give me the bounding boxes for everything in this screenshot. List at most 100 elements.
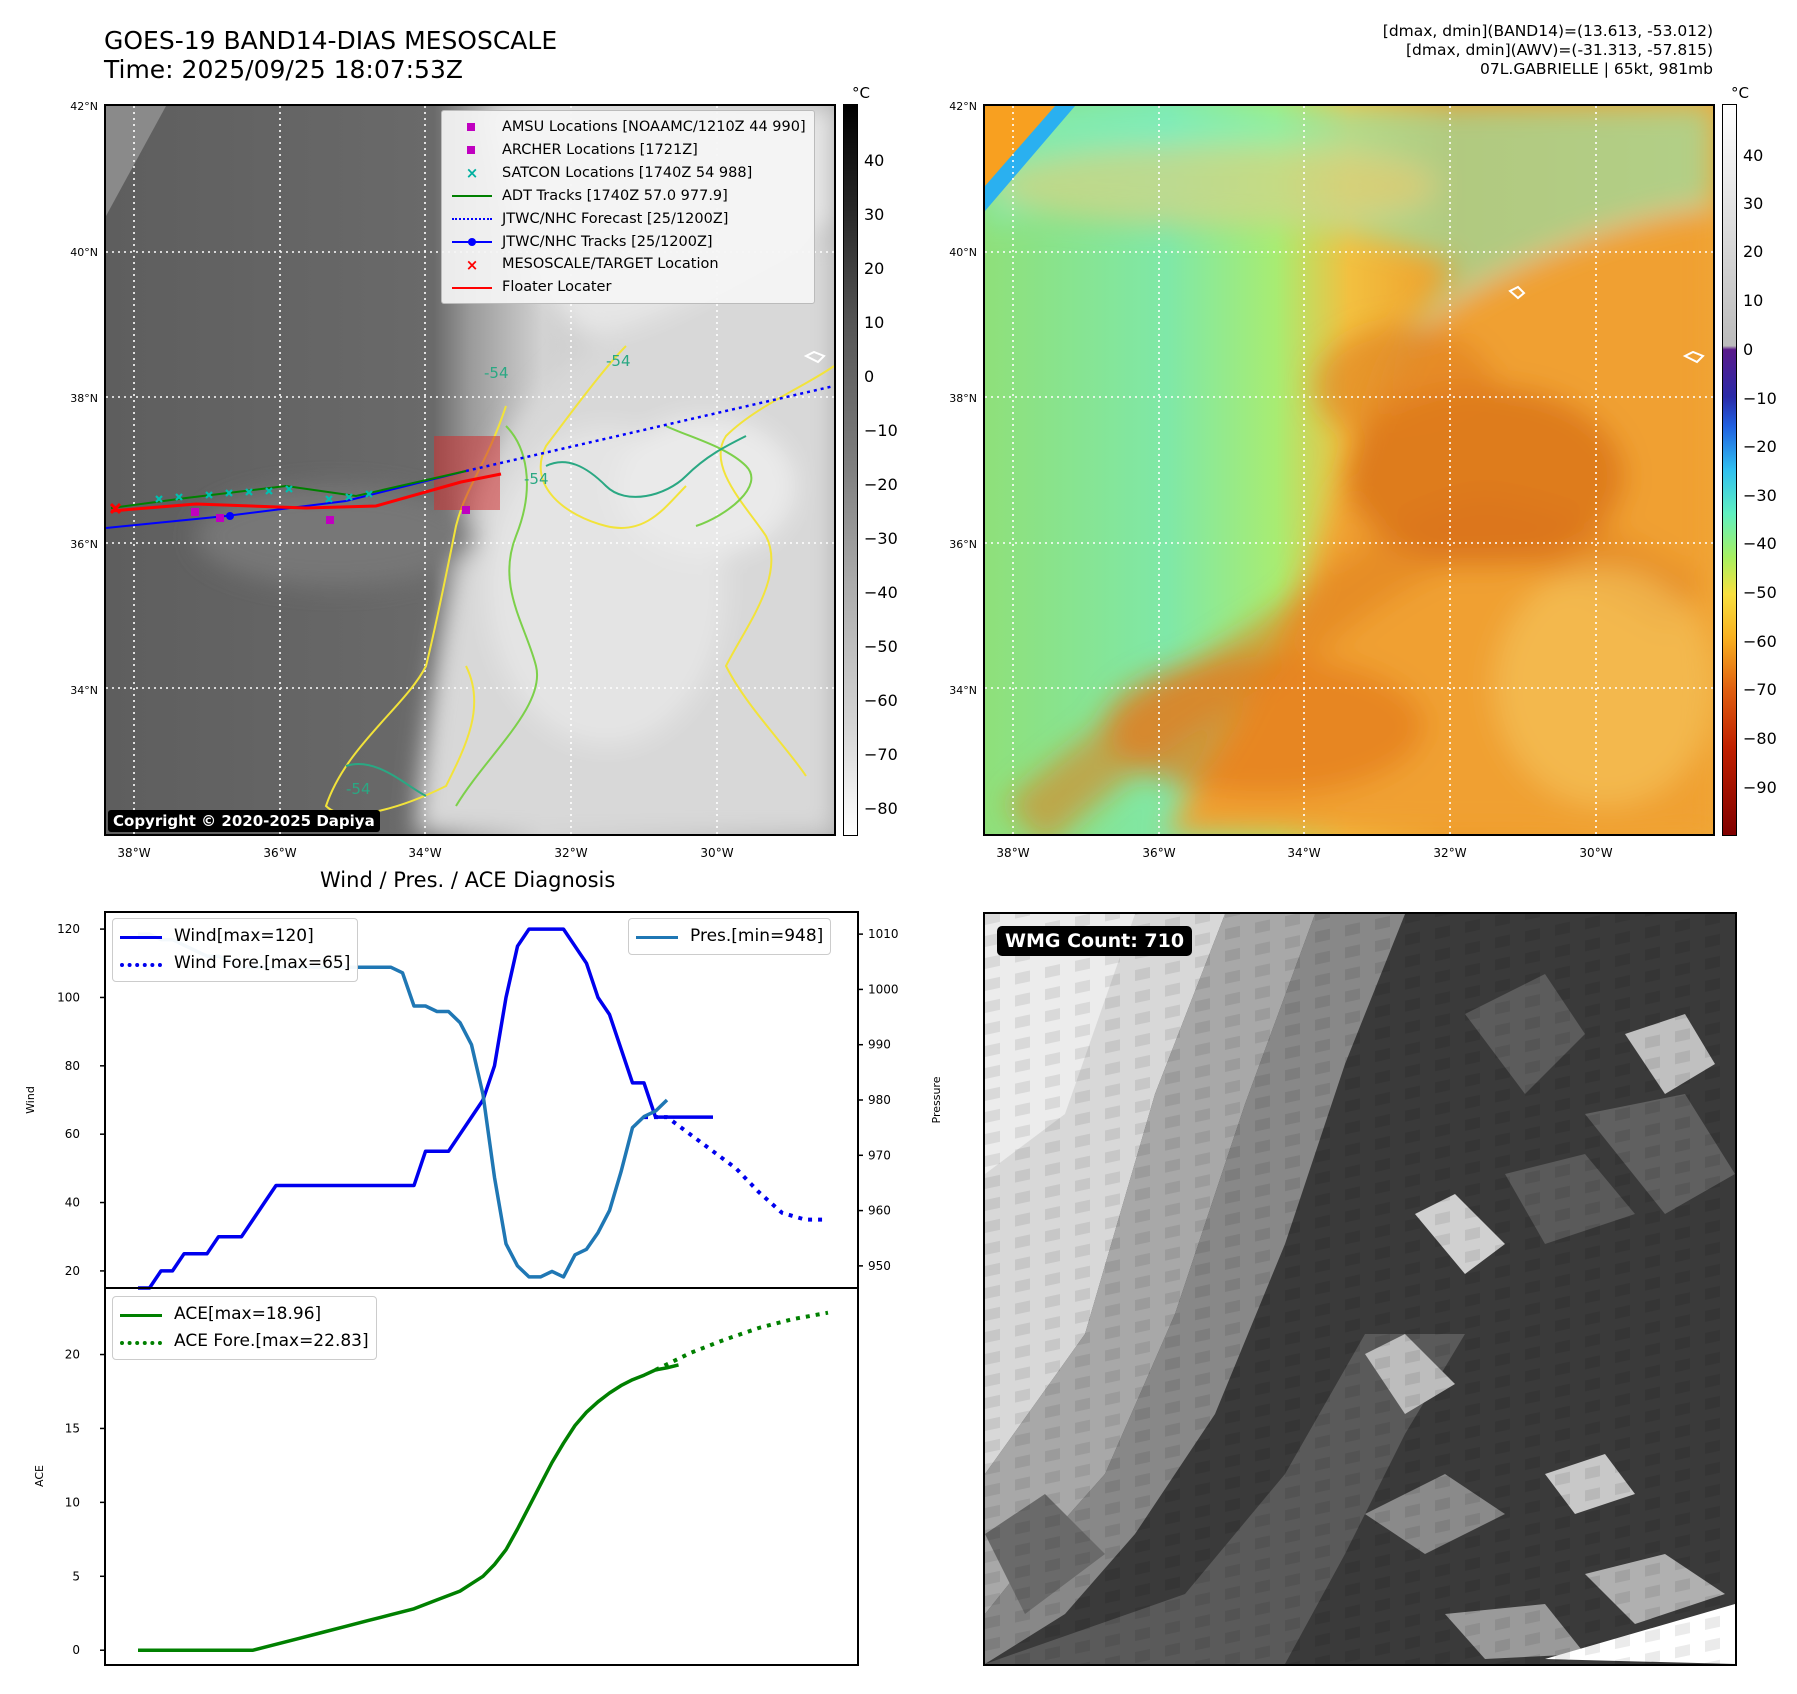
title-line-2: Time: 2025/09/25 18:07:53Z xyxy=(104,55,463,84)
colorbar-tick: 30 xyxy=(1743,194,1764,213)
y-tick-right-label: 980 xyxy=(868,1093,891,1107)
ir-colorbar-unit: °C xyxy=(852,84,870,102)
y-tick-right-label: 950 xyxy=(868,1259,891,1273)
legend-entry: AMSU Locations [NOAAMC/1210Z 44 990] xyxy=(450,116,806,139)
contour-label: -54 xyxy=(606,352,631,370)
y-tick-right-label: 990 xyxy=(868,1038,891,1052)
ir-colorbar xyxy=(843,104,858,836)
dotted-line-icon xyxy=(450,209,494,229)
lat-label: 34°N xyxy=(949,684,977,697)
y-tick-right-label: 960 xyxy=(868,1204,891,1218)
diagnosis-charts: 20 40 60 80 100 120 950 960 970 980 990 1000 1010 0… xyxy=(24,911,943,1666)
lon-label: 38°W xyxy=(996,846,1030,860)
series-line xyxy=(654,1310,829,1372)
stats-storm: 07L.GABRIELLE | 65kt, 981mb xyxy=(1480,60,1713,78)
lon-label: 32°W xyxy=(1433,846,1467,860)
line-dot-icon xyxy=(450,232,494,252)
y-tick-label: 40 xyxy=(65,1196,80,1210)
wmg-image xyxy=(985,914,1735,1664)
ace-axis-label: ACE xyxy=(33,1465,46,1487)
wv-colorbar xyxy=(1722,104,1737,836)
lat-label: 42°N xyxy=(949,100,977,113)
y-tick-label: 15 xyxy=(65,1421,80,1435)
y-tick-right-label: 1010 xyxy=(868,927,899,941)
colorbar-tick: −60 xyxy=(864,691,898,710)
colorbar-tick: −80 xyxy=(864,799,898,818)
colorbar-tick: −40 xyxy=(864,583,898,602)
figure-title: GOES-19 BAND14-DIAS MESOSCALE Time: 2025… xyxy=(104,26,557,84)
wind-legend: Wind[max=120] Wind Fore.[max=65] xyxy=(112,918,359,982)
stats-block: [dmax, dmin](BAND14)=(13.613, -53.012) [… xyxy=(1383,22,1713,79)
y-tick-label: 0 xyxy=(72,1643,80,1657)
lat-label: 38°N xyxy=(949,392,977,405)
legend-entry: Floater Locater xyxy=(450,276,806,299)
y-tick-right-label: 970 xyxy=(868,1148,891,1162)
legend-label: MESOSCALE/TARGET Location xyxy=(502,256,719,273)
wmg-panel: WMG Count: 710 xyxy=(983,912,1737,1666)
copyright-badge: Copyright © 2020-2025 Dapiya xyxy=(108,810,380,832)
floater-track xyxy=(110,472,502,513)
contour-label: -54 xyxy=(346,780,371,798)
jtwc-track-point xyxy=(226,512,234,520)
target-location-marker xyxy=(109,502,122,515)
stats-band14: [dmax, dmin](BAND14)=(13.613, -53.012) xyxy=(1382,22,1713,40)
y-tick-label: 5 xyxy=(72,1569,80,1583)
lon-label: 34°W xyxy=(1287,846,1321,860)
y-tick-label: 100 xyxy=(57,990,80,1004)
colorbar-tick: −50 xyxy=(864,637,898,656)
legend-entry: × MESOSCALE/TARGET Location xyxy=(450,253,806,276)
legend-entry: × SATCON Locations [1740Z 54 988] xyxy=(450,162,806,185)
colorbar-tick: −50 xyxy=(1743,583,1777,602)
lon-label: 34°W xyxy=(408,846,442,860)
lat-label: 40°N xyxy=(949,246,977,259)
colorbar-tick: 30 xyxy=(864,205,885,224)
y-tick-label: 60 xyxy=(65,1127,80,1141)
solid-line-icon xyxy=(636,930,678,944)
y-tick-label: 80 xyxy=(65,1059,80,1073)
legend-entry: ACE[max=18.96] xyxy=(120,1301,369,1328)
lon-label: 38°W xyxy=(117,846,151,860)
colorbar-tick: −70 xyxy=(864,745,898,764)
solid-line-icon xyxy=(120,1308,162,1322)
legend-label: Wind Fore.[max=65] xyxy=(174,953,351,973)
lon-label: 30°W xyxy=(700,846,734,860)
y-tick-label: 120 xyxy=(57,922,80,936)
colorbar-tick: −20 xyxy=(1743,437,1777,456)
legend-label: ARCHER Locations [1721Z] xyxy=(502,141,698,158)
colorbar-tick: −30 xyxy=(864,529,898,548)
wv-colorbar-unit: °C xyxy=(1731,84,1749,102)
x-marker-icon: × xyxy=(465,255,479,274)
solid-line-icon xyxy=(120,930,162,944)
legend-label: SATCON Locations [1740Z 54 988] xyxy=(502,164,753,181)
legend-entry: Wind[max=120] xyxy=(120,923,350,950)
colorbar-tick: 0 xyxy=(1743,340,1754,359)
solid-line-icon xyxy=(450,278,494,298)
colorbar-tick: −90 xyxy=(1743,778,1777,797)
wv-image xyxy=(985,106,1713,834)
y-tick-label: 10 xyxy=(65,1495,80,1509)
lon-label: 30°W xyxy=(1579,846,1613,860)
legend-label: ADT Tracks [1740Z 57.0 977.9] xyxy=(502,187,728,204)
legend-entry: Wind Fore.[max=65] xyxy=(120,950,350,977)
legend-entry: ACE Fore.[max=22.83] xyxy=(120,1328,369,1355)
amsu-archer-markers xyxy=(191,506,470,524)
legend-label: ACE Fore.[max=22.83] xyxy=(174,1331,369,1351)
legend-label: Wind[max=120] xyxy=(174,926,314,946)
lon-label: 36°W xyxy=(263,846,297,860)
colorbar-tick: 40 xyxy=(864,151,885,170)
legend-entry: Pres.[min=948] xyxy=(636,923,823,950)
dotted-line-icon xyxy=(120,957,162,971)
square-marker-icon xyxy=(450,117,494,137)
ir-satellite-panel: -54 -54 -54 -54 xyxy=(104,104,836,836)
y-tick-label: 20 xyxy=(65,1264,80,1278)
title-line-1: GOES-19 BAND14-DIAS MESOSCALE xyxy=(104,26,558,55)
y-tick-label: 20 xyxy=(65,1348,80,1362)
colorbar-tick: 20 xyxy=(864,259,885,278)
x-marker-icon: × xyxy=(465,164,479,183)
y-tick-right-label: 1000 xyxy=(868,982,899,996)
satcon-markers xyxy=(155,485,373,503)
colorbar-tick: −20 xyxy=(864,475,898,494)
contour-label: -54 xyxy=(524,470,549,488)
pressure-axis-label: Pressure xyxy=(930,1076,943,1123)
colorbar-tick: −10 xyxy=(1743,389,1777,408)
